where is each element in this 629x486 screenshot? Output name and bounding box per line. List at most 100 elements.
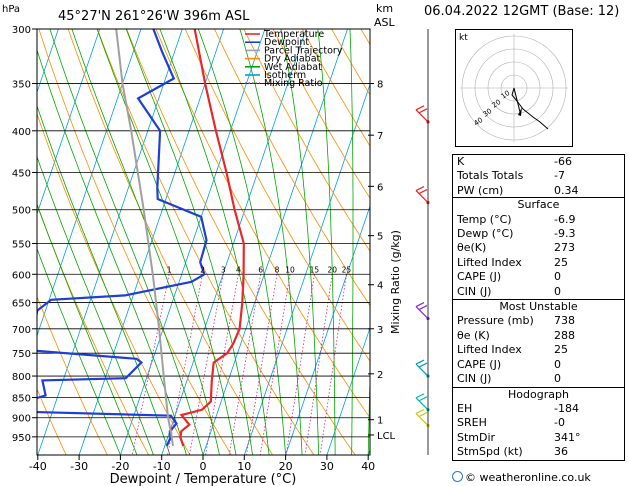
- table-row: SREH -0: [453, 416, 624, 430]
- row-value: 0: [554, 357, 561, 371]
- wind-barbs: [415, 29, 430, 455]
- km-tick-label: 1: [377, 416, 383, 427]
- date-title: 06.04.2022 12GMT (Base: 12): [424, 4, 620, 19]
- wind-barb-flag: [418, 305, 428, 311]
- pressure-tick-label: 850: [12, 393, 31, 404]
- table-row: θe(K) 273: [453, 241, 624, 255]
- isotherm-line: [202, 29, 348, 455]
- row-label: θe (K): [457, 328, 490, 342]
- row-value: 0: [554, 372, 561, 386]
- row-value: 36: [554, 445, 568, 459]
- row-label: Dewp (°C): [457, 227, 514, 241]
- temperature-tick-label: 20: [279, 460, 293, 473]
- mixing-ratio-line: [228, 274, 262, 455]
- mixing-ratio-label: 6: [258, 265, 263, 274]
- dry-adiabat-line: [214, 29, 370, 307]
- row-value: -6.9: [554, 212, 576, 226]
- table-row: θe (K) 288: [453, 329, 624, 343]
- table-row: Lifted Index 25: [453, 343, 624, 357]
- mixing-ratio-label: 25: [342, 265, 352, 274]
- pressure-tick-label: 700: [12, 325, 31, 336]
- row-value: 341°: [554, 430, 581, 444]
- temperature-tick-label: 30: [320, 460, 334, 473]
- wind-barb: [415, 397, 429, 411]
- table-row: EH -184: [453, 402, 624, 416]
- credit-label: © weatheronline.co.uk: [465, 471, 591, 484]
- mixing-ratio-axis-label: Mixing Ratio (g/kg): [389, 230, 402, 334]
- mixing-ratio-line: [319, 274, 347, 455]
- wind-barb-flag: [415, 105, 425, 111]
- wind-barb-flag: [415, 186, 425, 192]
- legend-label: Wet Adiabat: [264, 62, 322, 73]
- temperature-tick-label: -30: [70, 460, 88, 473]
- legend-label: Parcel Trajectory: [264, 45, 343, 56]
- wet-adiabat-line: [239, 29, 303, 455]
- table-row: Dewp (°C) -9.3: [453, 227, 624, 241]
- hodograph-title: Hodograph: [508, 387, 569, 401]
- wind-barb: [415, 109, 429, 123]
- row-value: -7: [554, 169, 565, 183]
- mixing-ratio-labels: 1 2 3 4 6 8 10 15 20 25: [167, 265, 352, 274]
- mixing-ratio-label: 15: [310, 265, 320, 274]
- row-label: EH: [457, 401, 473, 415]
- surface-box: Surface Temp (°C) -6.9 Dewp (°C) -9.3 θe(K) 2…: [452, 197, 625, 301]
- mixing-ratio-line: [189, 274, 224, 455]
- dry-adiabat-line: [243, 29, 370, 252]
- temperature-line: [179, 29, 245, 447]
- row-label: Totals Totals: [457, 169, 524, 183]
- pressure-tick-label: 300: [12, 25, 31, 36]
- pressure-tick-label: 400: [12, 127, 31, 138]
- hodograph-trace: [511, 87, 549, 130]
- table-row: Pressure (mb) 738: [453, 314, 624, 328]
- row-label: Lifted Index: [457, 343, 522, 357]
- temperature-tick-label: -40: [29, 460, 47, 473]
- mixing-ratio-label: 10: [285, 265, 295, 274]
- wind-barb-flag: [415, 359, 425, 365]
- wind-barb: [415, 413, 429, 426]
- wet-adiabat-line: [317, 29, 336, 455]
- mixing-ratio-line: [205, 274, 239, 455]
- km-tick-label: 5: [377, 232, 383, 243]
- table-row: Temp (°C) -6.9: [453, 213, 624, 227]
- row-label: StmDir: [457, 430, 496, 444]
- hodograph-ring-label: 10: [500, 89, 512, 101]
- mixing-ratio-line: [304, 274, 333, 455]
- surface-title: Surface: [517, 198, 560, 212]
- row-value: 288: [554, 328, 575, 342]
- dewpoint-line: [37, 29, 208, 447]
- hodograph-ring-label: 30: [482, 107, 494, 119]
- pressure-tick-label: 900: [12, 414, 31, 425]
- mixing-ratio-line: [246, 274, 278, 455]
- legend-label: Isotherm: [264, 70, 306, 81]
- asl-label: ASL: [374, 16, 396, 29]
- legend-label: Mixing Ratio: [264, 78, 323, 89]
- row-value: 0: [554, 270, 561, 284]
- dry-adiabat-line: [37, 388, 67, 455]
- wind-barb-flag: [418, 189, 428, 195]
- legend-label: Temperature: [263, 29, 324, 40]
- km-tick-label: 2: [377, 370, 383, 381]
- wind-barb-flag: [418, 396, 428, 402]
- row-value: 25: [554, 255, 568, 269]
- indices-table: K -66 Totals Totals -7 PW (cm) 0.34 Surface T…: [452, 154, 625, 461]
- km-tick-label: LCL: [377, 431, 396, 442]
- km-tick-label: 7: [377, 131, 383, 142]
- globe-icon: [452, 471, 463, 482]
- row-label: StmSpd (kt): [457, 445, 523, 459]
- pressure-tick-label: 550: [12, 239, 31, 250]
- isotherm-line: [285, 204, 370, 455]
- pressure-tick-label: 750: [12, 349, 31, 360]
- wind-barb: [415, 363, 429, 377]
- row-label: θe(K): [457, 241, 487, 255]
- table-row: CAPE (J) 0: [453, 270, 624, 284]
- km-tick-label: 6: [377, 182, 383, 193]
- table-row: CIN (J) 0: [453, 285, 624, 299]
- row-value: 0.34: [554, 183, 579, 197]
- row-value: -184: [554, 401, 579, 415]
- mixing-ratio-label: 2: [200, 265, 205, 274]
- isotherm-line: [37, 29, 101, 216]
- isotherm-line: [78, 29, 224, 455]
- km-tick-label: 3: [377, 325, 383, 336]
